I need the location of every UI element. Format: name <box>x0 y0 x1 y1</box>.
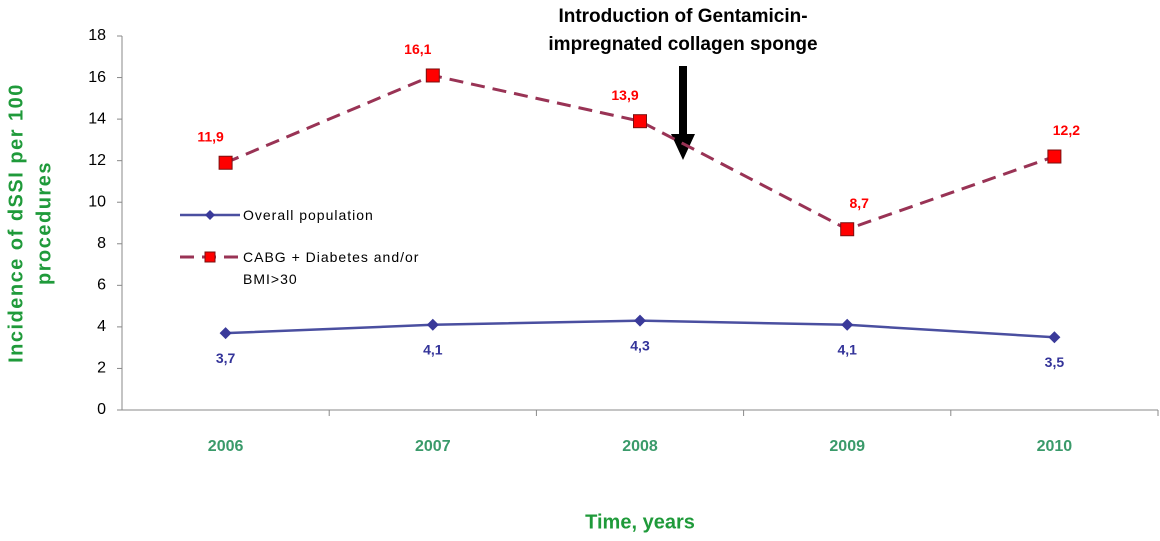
legend-label: CABG + Diabetes and/or BMI>30 <box>243 249 420 287</box>
x-tick-label: 2006 <box>208 438 244 455</box>
y-tick-label: 18 <box>88 27 106 44</box>
y-tick-label: 12 <box>88 152 106 169</box>
x-tick-label: 2010 <box>1037 438 1073 455</box>
data-label: 16,1 <box>404 41 431 57</box>
y-tick-label: 16 <box>88 69 106 86</box>
data-label: 13,9 <box>611 87 638 103</box>
data-label: 11,9 <box>197 128 224 144</box>
annotation: Introduction of Gentamicin- <box>558 6 807 27</box>
data-label: 12,2 <box>1053 122 1080 138</box>
marker <box>1048 331 1061 344</box>
marker <box>841 318 854 331</box>
y-tick-label: 14 <box>88 110 106 127</box>
y-tick-label: 10 <box>88 193 106 210</box>
data-label: 3,7 <box>216 350 236 366</box>
x-tick-label: 2007 <box>415 438 451 455</box>
marker <box>426 318 439 331</box>
y-tick-label: 4 <box>97 318 106 335</box>
legend-item: CABG + Diabetes and/or BMI>30 <box>243 249 420 287</box>
marker <box>1047 149 1062 164</box>
x-axis-title: Time, years <box>585 511 695 533</box>
annotation-arrowhead <box>671 134 695 160</box>
y-tick-label: 2 <box>97 360 106 377</box>
y-axis-title: Incidence of dSSI per 100 <box>5 83 27 363</box>
marker <box>633 114 647 129</box>
data-label: 3,5 <box>1045 354 1065 370</box>
data-label: 4,1 <box>837 342 857 358</box>
legend-label: Overall population <box>243 207 374 223</box>
data-label: 4,1 <box>423 342 443 358</box>
y-tick-label: 6 <box>97 277 106 294</box>
x-tick-label: 2009 <box>829 438 865 455</box>
marker <box>204 251 216 263</box>
marker <box>219 327 232 340</box>
data-label: 4,3 <box>630 337 650 353</box>
data-label: 8,7 <box>849 195 869 211</box>
marker <box>840 222 855 237</box>
annotation: impregnated collagen sponge <box>548 34 817 55</box>
marker <box>205 210 215 220</box>
y-axis-title: procedures <box>33 161 55 285</box>
legend-item: Overall population <box>243 207 374 223</box>
y-tick-label: 0 <box>97 401 106 418</box>
marker <box>218 155 233 170</box>
y-tick-label: 8 <box>97 235 106 252</box>
marker <box>634 314 646 327</box>
x-tick-label: 2008 <box>622 438 658 455</box>
marker <box>425 68 440 83</box>
